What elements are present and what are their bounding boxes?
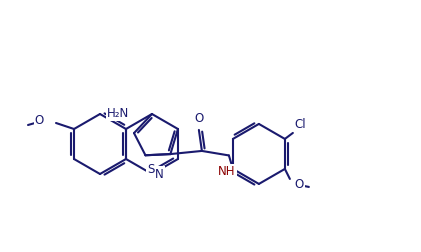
Text: NH: NH [218, 165, 236, 178]
Text: H₂N: H₂N [107, 107, 129, 120]
Text: N: N [155, 168, 164, 180]
Text: O: O [294, 178, 304, 192]
Text: O: O [194, 112, 203, 125]
Text: S: S [147, 163, 155, 176]
Text: O: O [35, 113, 44, 127]
Text: Cl: Cl [295, 118, 306, 131]
